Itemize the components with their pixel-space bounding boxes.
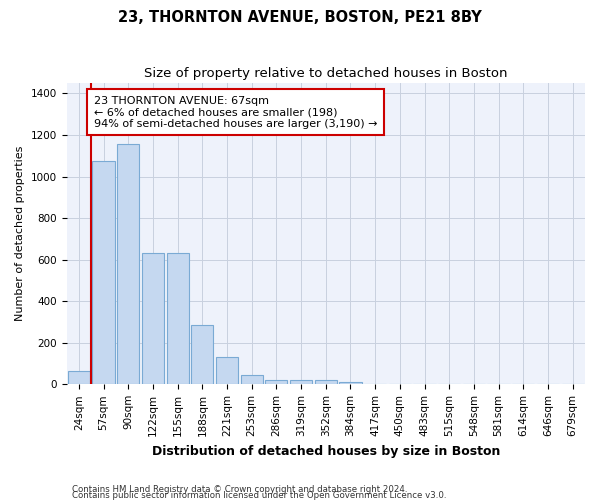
- Bar: [191, 325, 214, 384]
- Title: Size of property relative to detached houses in Boston: Size of property relative to detached ho…: [144, 68, 508, 80]
- Bar: [117, 144, 139, 384]
- Bar: [68, 371, 90, 384]
- Bar: [340, 382, 362, 384]
- Bar: [216, 358, 238, 384]
- Bar: [142, 254, 164, 384]
- Bar: [265, 380, 287, 384]
- Text: Contains HM Land Registry data © Crown copyright and database right 2024.: Contains HM Land Registry data © Crown c…: [72, 484, 407, 494]
- X-axis label: Distribution of detached houses by size in Boston: Distribution of detached houses by size …: [152, 444, 500, 458]
- Text: 23 THORNTON AVENUE: 67sqm
← 6% of detached houses are smaller (198)
94% of semi-: 23 THORNTON AVENUE: 67sqm ← 6% of detach…: [94, 96, 377, 128]
- Bar: [92, 161, 115, 384]
- Bar: [167, 254, 189, 384]
- Y-axis label: Number of detached properties: Number of detached properties: [15, 146, 25, 322]
- Text: Contains public sector information licensed under the Open Government Licence v3: Contains public sector information licen…: [72, 490, 446, 500]
- Bar: [290, 380, 312, 384]
- Bar: [314, 380, 337, 384]
- Bar: [241, 375, 263, 384]
- Text: 23, THORNTON AVENUE, BOSTON, PE21 8BY: 23, THORNTON AVENUE, BOSTON, PE21 8BY: [118, 10, 482, 25]
